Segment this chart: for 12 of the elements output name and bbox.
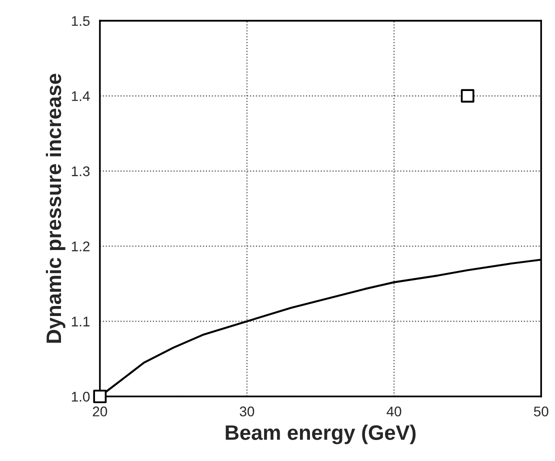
y-tick-label: 1.3 xyxy=(72,166,90,176)
x-tick-label: 20 xyxy=(92,406,108,416)
x-tick-label: 30 xyxy=(240,406,254,416)
y-tick-label: 1.1 xyxy=(72,316,90,326)
y-tick-label: 1.4 xyxy=(72,91,90,101)
x-tick-label: 50 xyxy=(534,406,548,416)
y-tick-label: 1.0 xyxy=(72,392,90,402)
x-tick-label: 40 xyxy=(386,406,402,416)
x-axis-title: Beam energy (GeV) xyxy=(226,424,416,444)
y-tick-label: 1.5 xyxy=(72,16,90,26)
y-axis-title: Dynamic pressure increase xyxy=(46,74,66,343)
y-tick-label: 1.2 xyxy=(72,242,90,252)
